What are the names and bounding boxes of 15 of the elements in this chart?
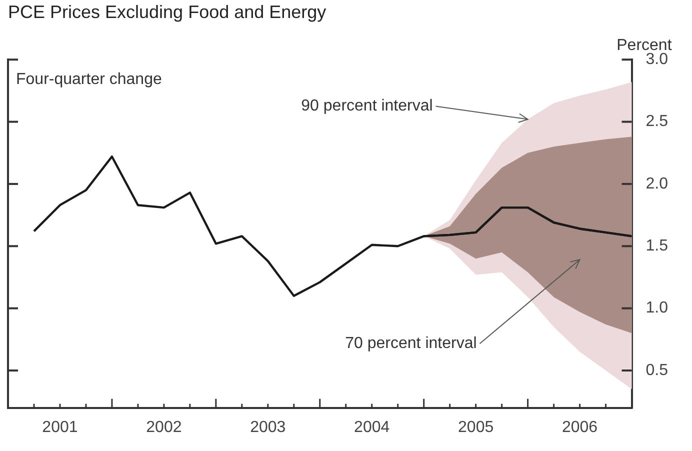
y-tick-label: 0.5 [646,362,668,379]
y-tick-label: 1.5 [646,238,668,255]
x-tick-label: 2004 [354,418,390,436]
annotation: Four-quarter change [16,71,162,88]
chart-title: PCE Prices Excluding Food and Energy [8,2,326,22]
y-tick-label: 2.0 [646,175,668,192]
x-tick-label: 2003 [250,418,286,436]
x-tick-label: 2006 [562,418,598,436]
annotation: 90 percent interval [301,98,433,115]
x-tick-label: 2005 [458,418,494,436]
y-tick-label: 1.0 [646,300,668,317]
annotation: 70 percent interval [345,335,477,352]
x-tick-label: 2002 [146,418,182,436]
x-tick-label: 2001 [42,418,78,436]
y-tick-label: 2.5 [646,113,668,130]
